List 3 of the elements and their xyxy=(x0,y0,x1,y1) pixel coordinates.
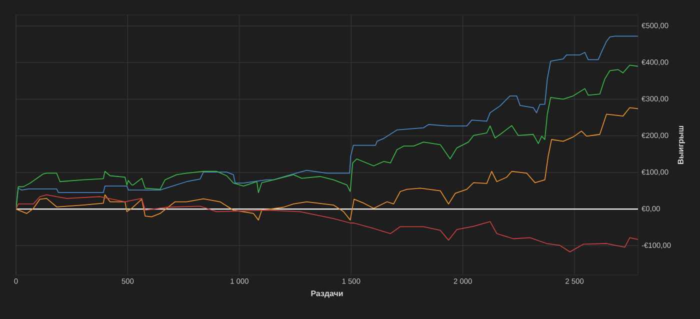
line-series xyxy=(16,107,638,221)
line-series xyxy=(16,194,638,252)
line-series xyxy=(16,64,638,210)
